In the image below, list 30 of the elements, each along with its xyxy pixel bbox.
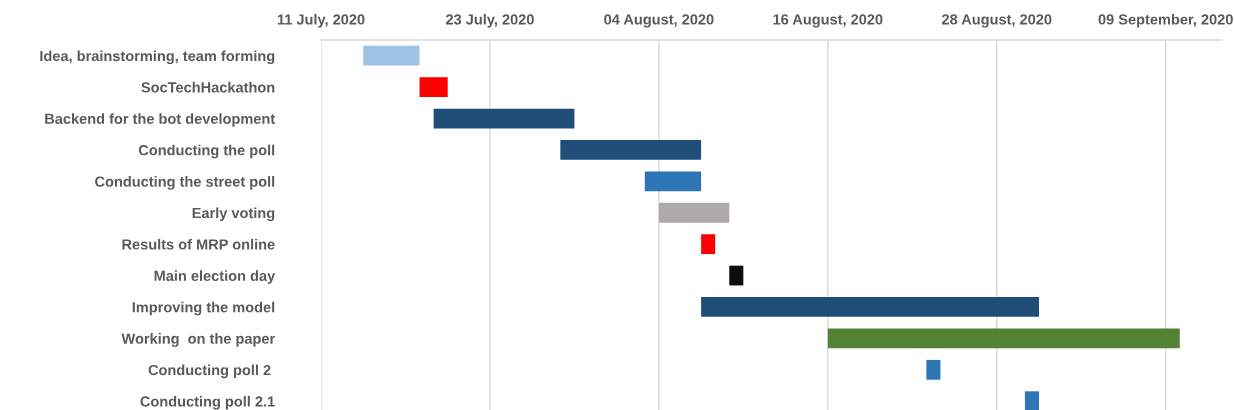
bar: [419, 77, 448, 98]
bar: [658, 202, 730, 223]
y-tick-label: Conducting the poll: [138, 144, 275, 159]
y-tick-label: Conducting poll 2: [148, 364, 271, 379]
y-tick-label: Early voting: [192, 207, 275, 222]
y-tick-label: Backend for the bot development: [45, 113, 276, 127]
x-tick-label: 16 August, 2020: [773, 14, 883, 28]
x-tick-label: 23 July, 2020: [445, 13, 534, 28]
y-tick-label: Conducting poll 2.1: [140, 395, 275, 410]
bar: [729, 265, 744, 286]
bar: [433, 108, 575, 129]
x-tick-label: 04 August, 2020: [604, 14, 714, 28]
bar: [827, 328, 1180, 349]
bar: [926, 359, 941, 380]
bar: [644, 171, 702, 192]
y-tick-label: Results of MRP online: [122, 238, 275, 250]
bar: [701, 234, 716, 255]
y-tick-label: Improving the model: [132, 301, 275, 316]
y-tick-label: SocTechHackathon: [141, 81, 275, 93]
y-tick-label: Idea, brainstorming, team forming: [40, 50, 275, 65]
bar: [560, 140, 702, 160]
y-tick-label: Main election day: [154, 270, 276, 284]
y-tick-label: Conducting the street poll: [95, 176, 275, 190]
x-tick-label: 28 August, 2020: [942, 14, 1052, 28]
bar: [1024, 391, 1039, 410]
x-tick-label: 09 September, 2020: [1098, 13, 1233, 28]
x-tick-label: 11 July, 2020: [277, 13, 365, 28]
bar: [363, 45, 420, 66]
y-tick-label: Working on the paper: [121, 333, 275, 347]
bar: [701, 297, 1039, 317]
